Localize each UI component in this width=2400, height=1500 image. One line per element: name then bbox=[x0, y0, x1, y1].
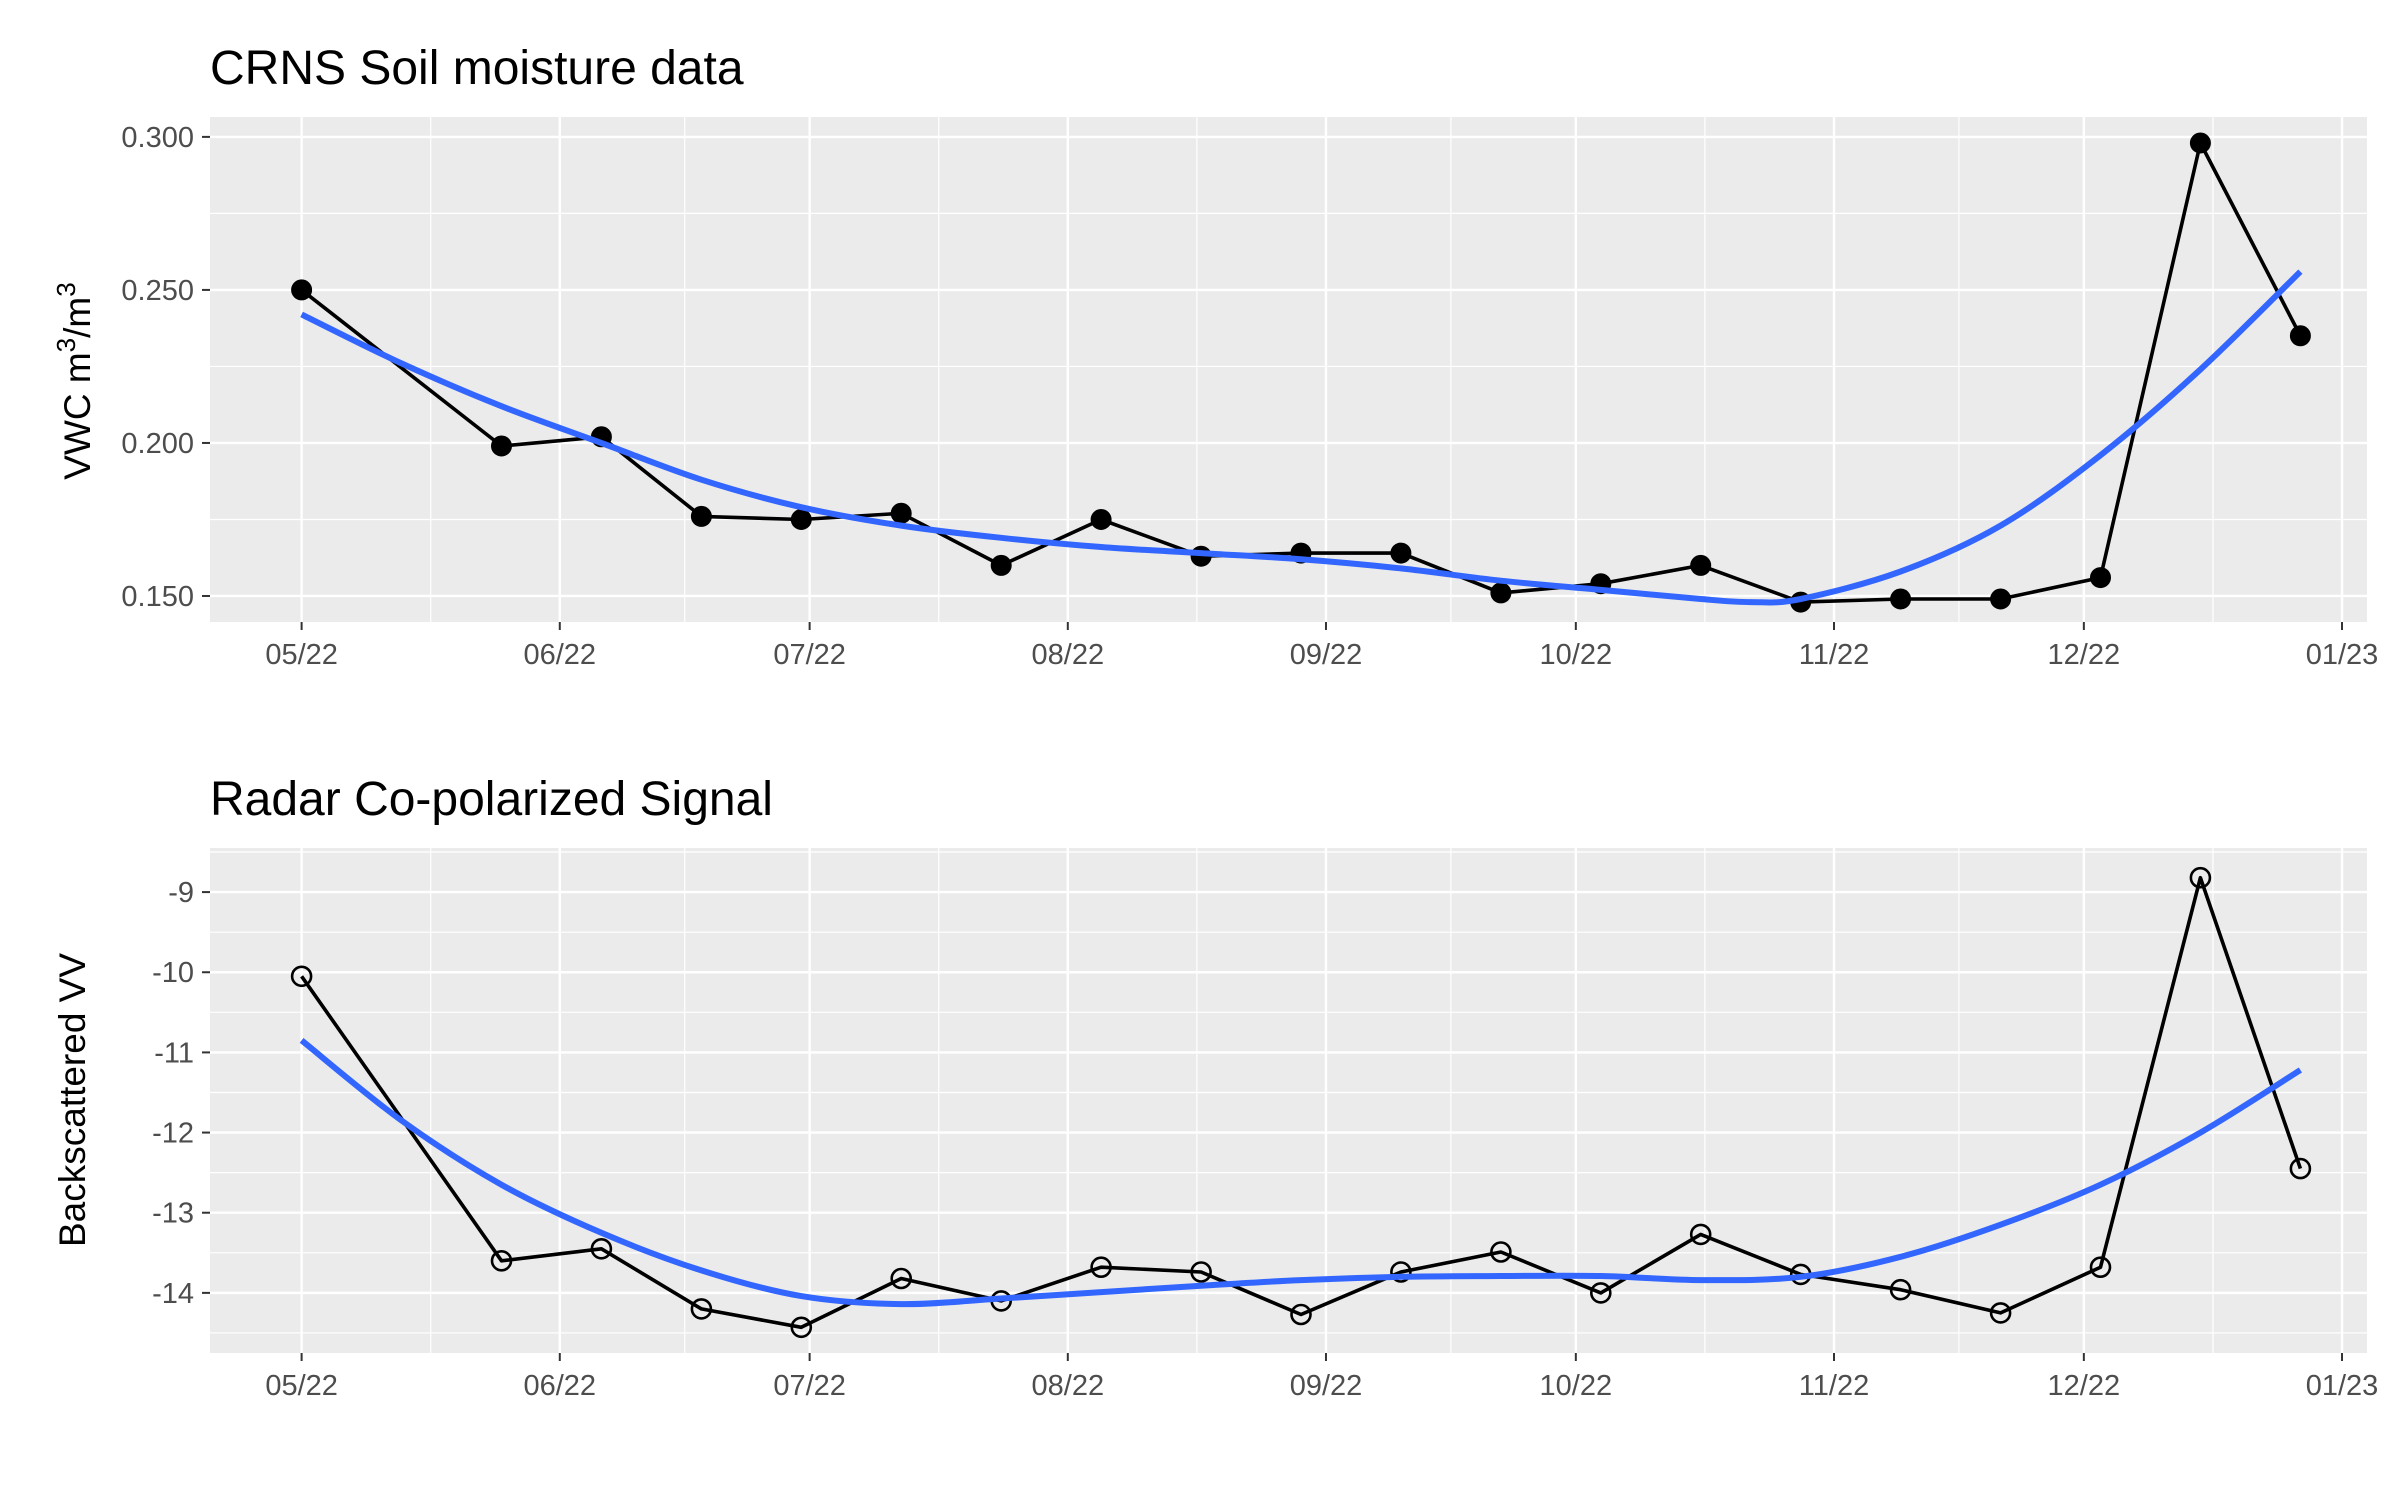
soil-moisture-x-tick-label: 10/22 bbox=[1540, 639, 1613, 671]
soil-moisture-data-point bbox=[1490, 582, 1512, 604]
radar-data-point bbox=[690, 1298, 713, 1320]
radar-data-point bbox=[1590, 1282, 1612, 1304]
radar-data-point bbox=[590, 1238, 613, 1260]
radar-data-point bbox=[2189, 866, 2212, 889]
radar-data-point bbox=[1989, 1302, 2012, 1324]
soil-moisture-data-point bbox=[890, 502, 912, 524]
radar-data-point bbox=[1390, 1261, 1412, 1283]
soil-moisture-x-tick-label: 01/23 bbox=[2306, 639, 2379, 671]
soil-moisture-data-point bbox=[1690, 554, 1712, 576]
radar-y-tick-label: -9 bbox=[168, 877, 194, 909]
radar-title: Radar Co-polarized Signal bbox=[210, 773, 773, 826]
radar-y-tick-label: -10 bbox=[152, 957, 194, 989]
radar-x-tick-label: 10/22 bbox=[1540, 1370, 1613, 1402]
radar-axes: 05/22 06/22 07/22 08/22 09/22 10/22 11/22 12/22… bbox=[152, 877, 2378, 1402]
soil-moisture-x-tick-label: 06/22 bbox=[523, 639, 596, 671]
soil-moisture-data-point bbox=[1090, 509, 1112, 530]
radar-y-tick-label: -11 bbox=[154, 1037, 194, 1069]
soil-moisture-grid bbox=[210, 117, 2367, 622]
soil-moisture-observed-line bbox=[300, 141, 2302, 604]
soil-moisture-data-point bbox=[291, 279, 313, 301]
soil-moisture-y-tick-label: 0.300 bbox=[121, 122, 194, 154]
radar-x-tick-label: 11/22 bbox=[1799, 1370, 1869, 1402]
soil-moisture-plot-area bbox=[210, 117, 2367, 622]
soil-moisture-y-axis-title-sup2: 3 bbox=[51, 282, 81, 296]
soil-moisture-series bbox=[291, 132, 2311, 613]
soil-moisture-x-tick-label: 11/22 bbox=[1799, 639, 1869, 671]
soil-moisture-data-point bbox=[2289, 325, 2311, 347]
soil-moisture-title: CRNS Soil moisture data bbox=[210, 42, 744, 95]
soil-moisture-data-point bbox=[2090, 567, 2111, 589]
radar-x-tick-label: 01/23 bbox=[2306, 1370, 2379, 1402]
radar-y-tick-label: -12 bbox=[152, 1118, 194, 1150]
soil-moisture-smooth-trend-line bbox=[300, 269, 2303, 606]
radar-data-point bbox=[1190, 1261, 1212, 1283]
soil-moisture-data-point bbox=[790, 509, 812, 530]
radar-grid bbox=[210, 848, 2367, 1353]
soil-moisture-y-tick-label: 0.150 bbox=[121, 581, 194, 613]
soil-moisture-x-tick-label: 07/22 bbox=[773, 639, 846, 671]
radar-data-point bbox=[1090, 1256, 1112, 1278]
soil-moisture-y-tick-label: 0.250 bbox=[121, 275, 194, 307]
soil-moisture-y-axis-title-mid: /m bbox=[57, 297, 98, 338]
radar-data-point bbox=[290, 965, 313, 988]
radar-y-tick-label: -14 bbox=[152, 1278, 194, 1310]
radar-x-tick-label: 05/22 bbox=[265, 1370, 338, 1402]
soil-moisture-axes: 05/22 06/22 07/22 08/22 09/22 10/22 11/22 12/22… bbox=[121, 122, 2378, 671]
radar-data-point bbox=[490, 1250, 513, 1272]
radar-x-tick-label: 06/22 bbox=[523, 1370, 596, 1402]
soil-moisture-x-tick-label: 05/22 bbox=[265, 639, 338, 671]
radar-data-point bbox=[1490, 1241, 1512, 1263]
radar-observed-line bbox=[300, 875, 2303, 1330]
soil-moisture-y-tick-label: 0.200 bbox=[121, 428, 194, 460]
radar-y-axis-title: Backscattered VV bbox=[52, 953, 93, 1247]
soil-moisture-x-tick-label: 09/22 bbox=[1290, 639, 1363, 671]
radar-series bbox=[290, 866, 2312, 1339]
radar-y-tick-label: -13 bbox=[152, 1198, 194, 1230]
soil-moisture-data-point bbox=[1890, 588, 1912, 610]
soil-moisture-data-point bbox=[690, 505, 712, 527]
radar-data-point bbox=[790, 1316, 813, 1339]
soil-moisture-x-tick-label: 12/22 bbox=[2048, 639, 2121, 671]
radar-panel: Radar Co-polarized Signal Backscattered … bbox=[52, 773, 2378, 1402]
soil-moisture-y-axis-title-base: VWC m bbox=[57, 352, 98, 479]
radar-x-tick-label: 07/22 bbox=[773, 1370, 846, 1402]
radar-data-point bbox=[2289, 1157, 2312, 1180]
radar-data-point bbox=[1689, 1223, 1712, 1246]
soil-moisture-y-axis-title-sup1: 3 bbox=[51, 338, 81, 352]
radar-x-tick-label: 09/22 bbox=[1290, 1370, 1363, 1402]
radar-data-point bbox=[2089, 1256, 2112, 1278]
soil-moisture-data-point bbox=[1990, 588, 2012, 610]
radar-x-tick-label: 08/22 bbox=[1032, 1370, 1105, 1402]
soil-moisture-x-tick-label: 08/22 bbox=[1032, 639, 1105, 671]
soil-moisture-data-point bbox=[990, 554, 1012, 576]
soil-moisture-data-point bbox=[491, 435, 512, 457]
soil-moisture-data-point bbox=[2189, 132, 2211, 154]
radar-smooth-trend-line bbox=[299, 1038, 2302, 1308]
soil-moisture-data-point bbox=[1390, 542, 1412, 564]
radar-plot-area bbox=[210, 848, 2367, 1353]
radar-data-point bbox=[890, 1267, 913, 1290]
soil-moisture-y-axis-title: VWC m3/m3 bbox=[51, 282, 98, 479]
radar-data-point bbox=[1889, 1278, 1912, 1301]
soil-moisture-panel: CRNS Soil moisture data VWC m3/m3 05/22 0… bbox=[51, 42, 2378, 671]
radar-x-tick-label: 12/22 bbox=[2048, 1370, 2121, 1402]
radar-data-point bbox=[1290, 1303, 1312, 1326]
